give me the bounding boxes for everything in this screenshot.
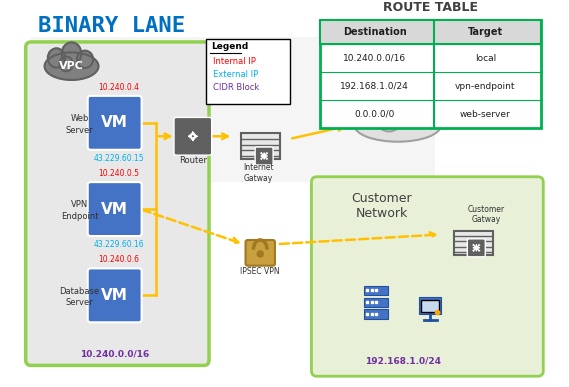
FancyBboxPatch shape — [174, 117, 212, 155]
Ellipse shape — [48, 48, 65, 68]
Text: Internet: Internet — [373, 119, 422, 132]
Text: 43.229.60.16: 43.229.60.16 — [94, 240, 145, 249]
Text: VM: VM — [101, 202, 128, 217]
Text: Target: Target — [468, 27, 503, 37]
FancyBboxPatch shape — [419, 297, 442, 314]
Text: 192.168.1.0/24: 192.168.1.0/24 — [340, 82, 409, 91]
Text: local: local — [475, 54, 496, 63]
FancyBboxPatch shape — [421, 300, 439, 312]
FancyBboxPatch shape — [467, 239, 485, 257]
FancyBboxPatch shape — [26, 42, 209, 365]
Ellipse shape — [62, 42, 81, 64]
Text: 10.240.0.0/16: 10.240.0.0/16 — [80, 349, 149, 358]
Text: VPC: VPC — [59, 61, 84, 71]
Ellipse shape — [382, 98, 413, 123]
Text: CIDR Block: CIDR Block — [213, 84, 259, 92]
Ellipse shape — [354, 110, 441, 142]
Text: ROUTE TABLE: ROUTE TABLE — [382, 1, 477, 14]
Ellipse shape — [59, 57, 73, 71]
FancyBboxPatch shape — [364, 286, 388, 295]
Ellipse shape — [44, 53, 98, 80]
Text: Internet
Gatway: Internet Gatway — [243, 163, 273, 183]
FancyBboxPatch shape — [246, 240, 275, 266]
FancyBboxPatch shape — [88, 182, 142, 236]
Text: VM: VM — [101, 288, 128, 303]
Text: Legend: Legend — [211, 42, 248, 51]
Text: vpn-endpoint: vpn-endpoint — [455, 82, 516, 91]
Text: 192.168.1.0/24: 192.168.1.0/24 — [365, 357, 441, 366]
FancyBboxPatch shape — [364, 309, 388, 319]
Text: 43.229.60.15: 43.229.60.15 — [94, 154, 145, 163]
Circle shape — [257, 251, 263, 257]
Text: BINARY LANE: BINARY LANE — [38, 16, 185, 36]
FancyBboxPatch shape — [454, 231, 493, 255]
FancyBboxPatch shape — [207, 39, 290, 104]
FancyBboxPatch shape — [320, 21, 541, 128]
Text: Customer
Gatway: Customer Gatway — [468, 205, 505, 224]
Ellipse shape — [360, 104, 387, 127]
Text: Database: Database — [60, 286, 100, 296]
Text: 0.0.0.0/0: 0.0.0.0/0 — [354, 110, 395, 119]
Text: VM: VM — [101, 115, 128, 130]
Text: 10.240.0.6: 10.240.0.6 — [98, 255, 139, 264]
Text: Customer
Network: Customer Network — [351, 192, 412, 220]
Text: 10.240.0.0/16: 10.240.0.0/16 — [343, 54, 406, 63]
Text: VPN: VPN — [71, 200, 88, 209]
Text: Server: Server — [66, 126, 93, 135]
Text: 10.240.0.5: 10.240.0.5 — [98, 169, 139, 178]
Text: Destination: Destination — [343, 27, 407, 37]
Text: web-server: web-server — [460, 110, 511, 119]
Text: Endpoint: Endpoint — [61, 212, 98, 221]
Ellipse shape — [378, 114, 400, 132]
Text: 10.240.0.4: 10.240.0.4 — [98, 82, 139, 92]
Text: Internal IP: Internal IP — [213, 57, 255, 65]
Ellipse shape — [77, 51, 93, 68]
FancyBboxPatch shape — [31, 36, 435, 182]
FancyBboxPatch shape — [320, 21, 541, 44]
FancyBboxPatch shape — [88, 269, 142, 322]
Ellipse shape — [406, 107, 432, 128]
Text: External IP: External IP — [213, 70, 258, 79]
FancyBboxPatch shape — [311, 177, 543, 376]
Text: Server: Server — [66, 298, 93, 307]
FancyBboxPatch shape — [88, 96, 142, 150]
Text: IPSEC VPN: IPSEC VPN — [241, 267, 280, 276]
FancyBboxPatch shape — [255, 147, 273, 165]
Text: Router: Router — [179, 156, 207, 165]
FancyBboxPatch shape — [364, 298, 388, 307]
FancyBboxPatch shape — [241, 133, 279, 159]
Text: Web: Web — [71, 114, 89, 123]
